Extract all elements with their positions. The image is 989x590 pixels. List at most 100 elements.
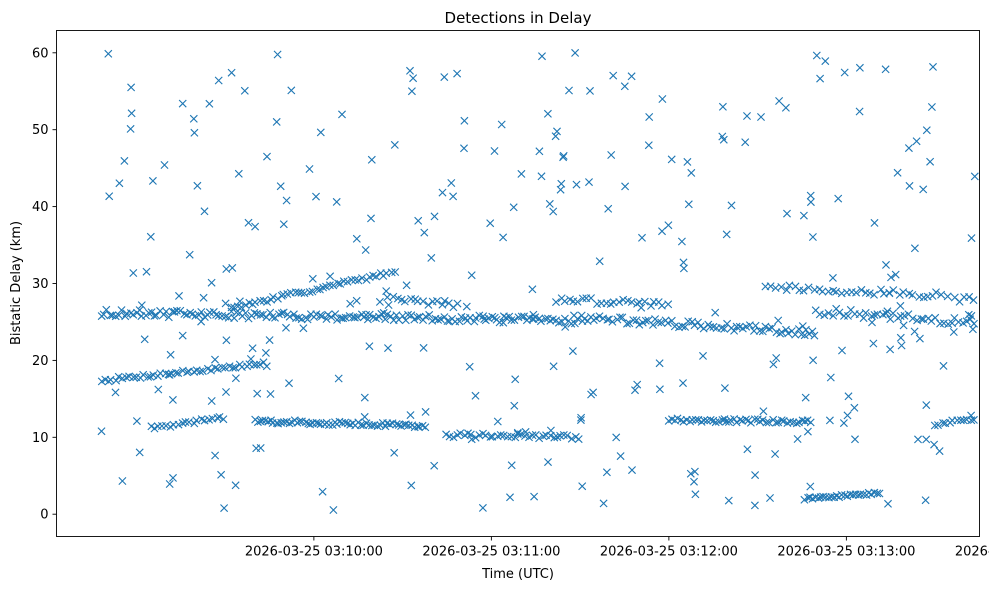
detection-point <box>835 308 844 317</box>
detection-point <box>930 440 939 449</box>
detection-point <box>730 326 739 335</box>
detection-point <box>908 291 917 299</box>
detection-point <box>217 470 226 479</box>
detection-point <box>207 278 216 287</box>
detection-point <box>490 147 499 155</box>
detection-point <box>826 373 835 382</box>
detection-point <box>442 430 451 439</box>
detection-point <box>724 496 733 505</box>
y-tick-label: 40 <box>32 200 49 215</box>
detection-point <box>943 292 952 301</box>
detection-point <box>200 207 209 216</box>
detection-point <box>306 420 315 429</box>
detection-point <box>970 172 979 181</box>
detection-point <box>496 431 505 439</box>
detection-point <box>913 316 922 325</box>
detection-point <box>334 279 343 288</box>
y-tick-label: 0 <box>40 508 48 523</box>
detection-point <box>338 110 346 119</box>
detection-point <box>117 306 126 315</box>
detection-point <box>722 417 730 426</box>
detection-point <box>664 221 673 230</box>
detection-point <box>772 418 780 427</box>
detection-point <box>922 435 931 444</box>
detection-point <box>565 86 573 95</box>
detection-point <box>231 481 240 490</box>
detection-point <box>241 301 250 310</box>
detection-point <box>632 316 641 325</box>
detection-point <box>517 169 526 178</box>
detection-point <box>391 268 400 276</box>
detection-point <box>810 331 819 340</box>
detection-point <box>356 421 365 430</box>
detection-point <box>959 416 968 425</box>
detection-point <box>720 324 729 333</box>
detection-point <box>176 306 185 315</box>
detection-point <box>148 176 157 185</box>
detection-point <box>510 316 519 325</box>
detection-point <box>154 385 163 394</box>
detection-point <box>572 180 581 189</box>
detection-point <box>509 203 518 212</box>
detection-point <box>840 68 849 77</box>
detection-point <box>875 489 884 498</box>
detection-point <box>256 310 265 319</box>
detection-point <box>221 363 230 372</box>
detection-point <box>479 312 488 321</box>
detection-point <box>949 328 958 336</box>
detection-point <box>576 416 585 425</box>
detection-point <box>616 452 625 461</box>
detection-point <box>401 420 410 429</box>
detection-point <box>766 282 775 291</box>
detection-point <box>293 418 302 427</box>
detection-point <box>241 309 250 317</box>
detection-point <box>420 228 429 237</box>
detection-point <box>352 296 361 305</box>
detection-point <box>910 244 919 253</box>
detection-point <box>645 113 654 121</box>
detection-point <box>295 417 304 426</box>
detection-point <box>205 99 214 108</box>
detection-point <box>852 288 861 297</box>
detection-point <box>635 320 644 329</box>
detection-point <box>146 232 155 241</box>
detection-point <box>573 314 582 323</box>
detection-point <box>881 65 890 74</box>
detection-point <box>329 506 338 514</box>
detection-point <box>859 314 868 323</box>
detection-point <box>305 288 314 297</box>
detection-point <box>755 326 764 335</box>
detection-point <box>273 294 282 303</box>
detection-point <box>586 86 594 95</box>
detection-point <box>207 366 215 375</box>
detection-point <box>917 315 926 324</box>
detection-point <box>658 227 666 236</box>
detection-point <box>265 336 274 345</box>
detection-point <box>220 504 229 513</box>
detection-point <box>883 307 892 316</box>
x-tick-label: 2026-03-25 03:13:00 <box>777 545 915 560</box>
detection-point <box>421 407 430 416</box>
detection-point <box>168 395 177 404</box>
detection-point <box>647 301 655 310</box>
detection-point <box>605 315 613 324</box>
detection-point <box>362 310 371 319</box>
detection-point <box>346 299 355 308</box>
detection-point <box>690 477 698 486</box>
detection-point <box>253 418 262 427</box>
detection-point <box>877 285 885 294</box>
detection-point <box>615 298 624 307</box>
detection-point <box>406 411 415 420</box>
detection-point <box>313 285 322 294</box>
detection-point <box>679 264 688 273</box>
detection-point <box>619 295 628 304</box>
detection-point <box>178 419 187 428</box>
detection-point <box>466 430 475 439</box>
y-tick-label: 30 <box>32 277 49 292</box>
detection-point <box>700 416 708 425</box>
detection-point <box>832 287 841 296</box>
detection-point <box>684 200 693 209</box>
detection-point <box>655 359 664 368</box>
detection-point <box>351 275 360 284</box>
detection-point <box>219 415 228 424</box>
